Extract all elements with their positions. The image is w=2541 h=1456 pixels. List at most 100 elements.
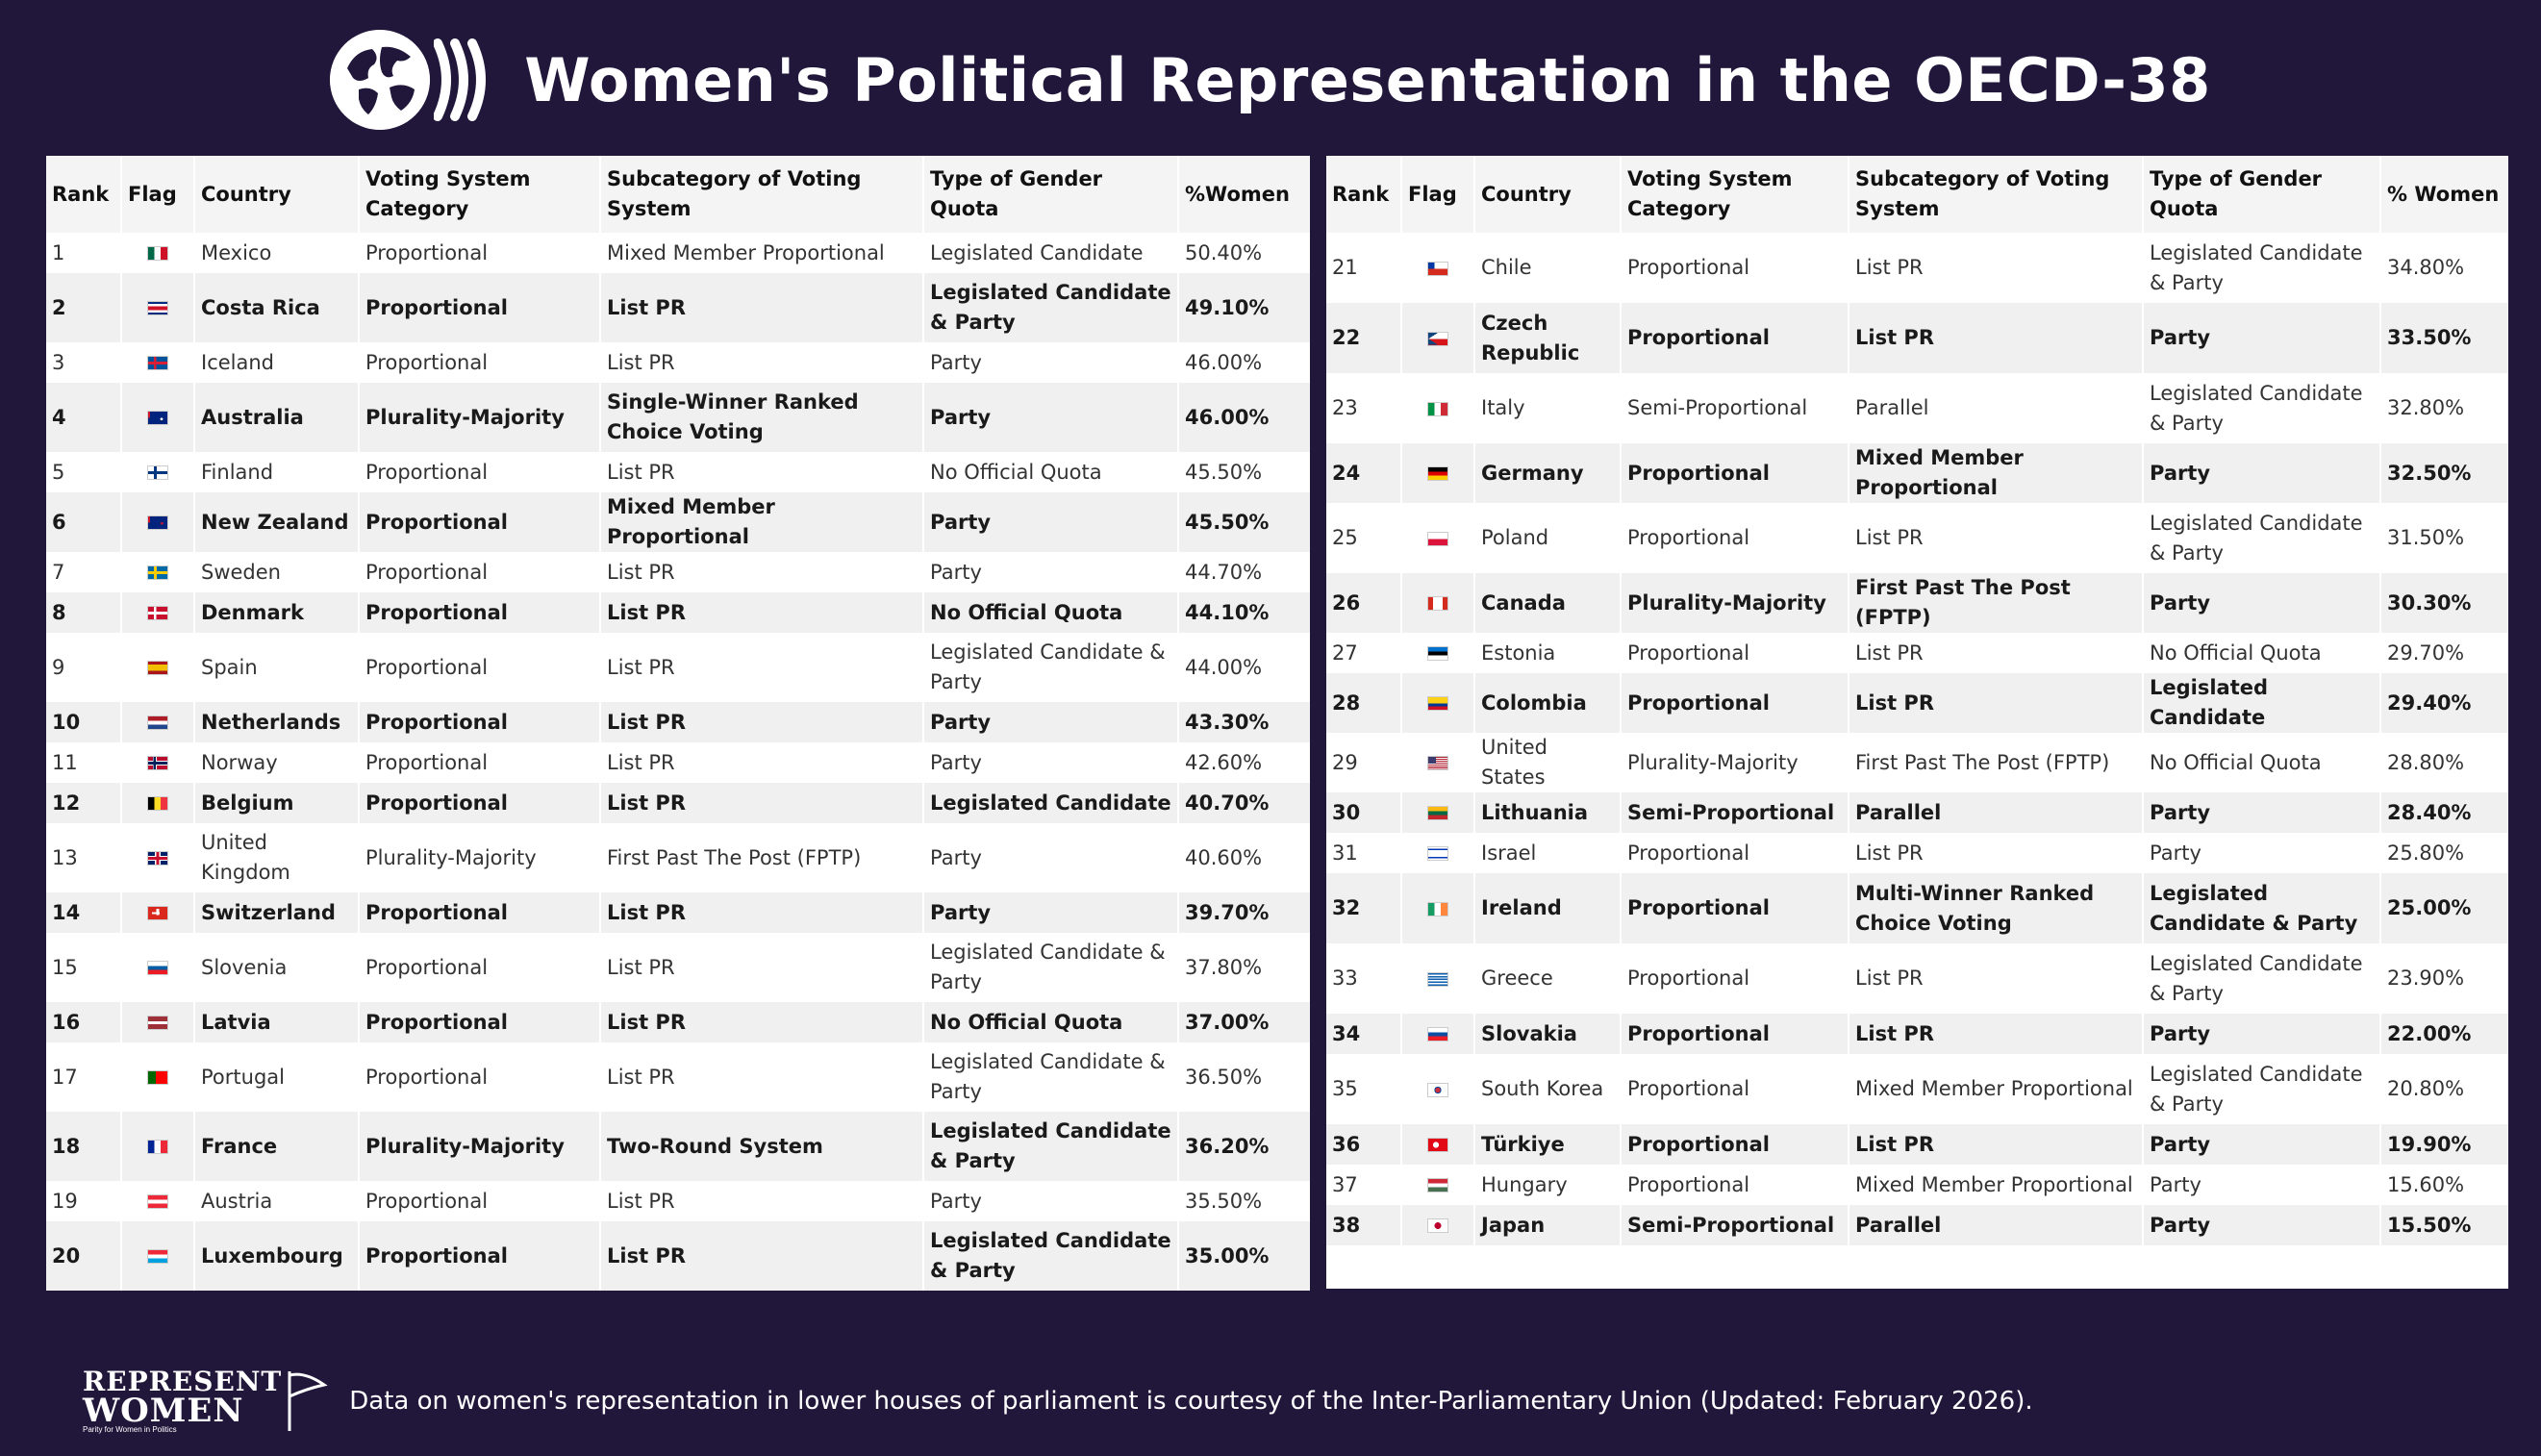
rank-cell: 6	[46, 492, 121, 552]
voting-subcategory-cell: Mixed Member Proportional	[1848, 1054, 2143, 1124]
ireland-flag-icon	[1427, 901, 1448, 916]
rank-cell: 38	[1326, 1205, 1401, 1245]
quota-type-cell: Party	[922, 492, 1178, 552]
switzerland-flag-icon	[147, 906, 168, 920]
voting-category-cell: Plurality-Majority	[358, 1112, 600, 1181]
quota-type-cell: Legislated Candidate & Party	[922, 1112, 1178, 1181]
rank-cell: 24	[1326, 443, 1401, 503]
country-cell: United Kingdom	[193, 823, 359, 892]
quota-type-cell: Legislated Candidate & Party	[2142, 1054, 2380, 1124]
header-voting-subcategory: Subcategory of Voting System	[599, 156, 923, 233]
table-row: 36 Türkiye Proportional List PR Party 19.90%	[1326, 1124, 2508, 1165]
flag-cell	[120, 233, 194, 273]
flag-cell	[1400, 1165, 1474, 1205]
table-panel-left: Rank Flag Country Voting System Category…	[46, 156, 1310, 1291]
quota-type-cell: No Official Quota	[922, 452, 1178, 492]
country-cell: Israel	[1473, 833, 1621, 873]
globe-icon	[330, 30, 431, 130]
austria-flag-icon	[147, 1194, 168, 1209]
hungary-flag-icon	[1427, 1178, 1448, 1192]
country-cell: France	[193, 1112, 359, 1181]
quota-type-cell: Legislated Candidate & Party	[922, 633, 1178, 702]
rank-cell: 1	[46, 233, 121, 273]
header-flag: Flag	[120, 156, 194, 233]
voting-subcategory-cell: Multi-Winner Ranked Choice Voting	[1848, 873, 2143, 943]
table-row: 33 Greece Proportional List PR Legislated Ca…	[1326, 943, 2508, 1014]
header-flag: Flag	[1400, 156, 1474, 233]
voting-subcategory-cell: First Past The Post (FPTP)	[599, 823, 923, 892]
estonia-flag-icon	[1427, 646, 1448, 661]
voting-subcategory-cell: List PR	[599, 633, 923, 702]
new-zealand-flag-icon	[147, 515, 168, 530]
table-row: 14 Switzerland Proportional List PR Party 39.…	[46, 892, 1310, 933]
table-row: 2 Costa Rica Proportional List PR Legislated…	[46, 273, 1310, 342]
percent-women-cell: 40.60%	[1177, 823, 1310, 892]
header-country: Country	[193, 156, 359, 233]
percent-women-cell: 35.00%	[1177, 1221, 1310, 1291]
header-quota-type: Type of Gender Quota	[2142, 156, 2380, 233]
quota-type-cell: Legislated Candidate & Party	[922, 273, 1178, 342]
country-cell: Greece	[1473, 943, 1621, 1014]
japan-flag-icon	[1427, 1218, 1448, 1233]
percent-women-cell: 37.80%	[1177, 933, 1310, 1002]
brand-tagline: Parity for Women in Politics	[83, 1425, 177, 1434]
percent-women-cell: 29.70%	[2379, 633, 2508, 673]
brand-line-1: REPRESENT	[83, 1366, 283, 1397]
percent-women-cell: 22.00%	[2379, 1014, 2508, 1054]
rank-cell: 19	[46, 1181, 121, 1221]
country-cell: Canada	[1473, 573, 1621, 633]
rank-cell: 20	[46, 1221, 121, 1291]
country-cell: Norway	[193, 742, 359, 783]
table-row: 1 Mexico Proportional Mixed Member Proporti…	[46, 233, 1310, 273]
table-row: 37 Hungary Proportional Mixed Member Propor…	[1326, 1165, 2508, 1205]
czech-republic-flag-icon	[1427, 331, 1448, 346]
germany-flag-icon	[1427, 466, 1448, 481]
voting-category-cell: Proportional	[1620, 1054, 1849, 1124]
flag-cell	[1400, 1054, 1474, 1124]
table-row: 29 United States Plurality-Majority First P…	[1326, 733, 2508, 792]
quota-type-cell: Legislated Candidate	[922, 233, 1178, 273]
flag-pennant-icon	[288, 1371, 328, 1431]
header-quota-type: Type of Gender Quota	[922, 156, 1178, 233]
percent-women-cell: 19.90%	[2379, 1124, 2508, 1165]
quota-type-cell: Party	[922, 702, 1178, 742]
voting-category-cell: Proportional	[358, 633, 600, 702]
quota-type-cell: Party	[922, 1181, 1178, 1221]
country-cell: Spain	[193, 633, 359, 702]
south-korea-flag-icon	[1427, 1082, 1448, 1097]
colombia-flag-icon	[1427, 696, 1448, 711]
percent-women-cell: 45.50%	[1177, 492, 1310, 552]
percent-women-cell: 44.00%	[1177, 633, 1310, 702]
flag-cell	[1400, 673, 1474, 733]
voting-category-cell: Proportional	[1620, 303, 1849, 373]
quota-type-cell: Legislated Candidate & Party	[922, 1221, 1178, 1291]
table-row: 4 Australia Plurality-Majority Single-Winne…	[46, 383, 1310, 452]
rank-cell: 15	[46, 933, 121, 1002]
quota-type-cell: Legislated Candidate & Party	[2142, 233, 2380, 303]
header-voting-category: Voting System Category	[1620, 156, 1849, 233]
table-row: 18 France Plurality-Majority Two-Round Syst…	[46, 1112, 1310, 1181]
flag-cell	[120, 933, 194, 1002]
sweden-flag-icon	[147, 565, 168, 580]
finland-flag-icon	[147, 465, 168, 480]
rank-cell: 5	[46, 452, 121, 492]
voting-category-cell: Proportional	[358, 933, 600, 1002]
percent-women-cell: 49.10%	[1177, 273, 1310, 342]
country-cell: Iceland	[193, 342, 359, 383]
table-row: 35 South Korea Proportional Mixed Member Pr…	[1326, 1054, 2508, 1124]
flag-cell	[1400, 792, 1474, 833]
voting-subcategory-cell: Parallel	[1848, 1205, 2143, 1245]
voting-category-cell: Proportional	[358, 892, 600, 933]
chevrons-icon	[434, 38, 487, 121]
quota-type-cell: Party	[2142, 1014, 2380, 1054]
voting-subcategory-cell: List PR	[1848, 673, 2143, 733]
voting-subcategory-cell: List PR	[599, 783, 923, 823]
israel-flag-icon	[1427, 846, 1448, 861]
percent-women-cell: 23.90%	[2379, 943, 2508, 1014]
country-cell: Latvia	[193, 1002, 359, 1042]
voting-subcategory-cell: List PR	[1848, 1014, 2143, 1054]
table-row: 7 Sweden Proportional List PR Party 44.70%	[46, 552, 1310, 592]
voting-category-cell: Proportional	[1620, 873, 1849, 943]
rank-cell: 2	[46, 273, 121, 342]
country-cell: Hungary	[1473, 1165, 1621, 1205]
